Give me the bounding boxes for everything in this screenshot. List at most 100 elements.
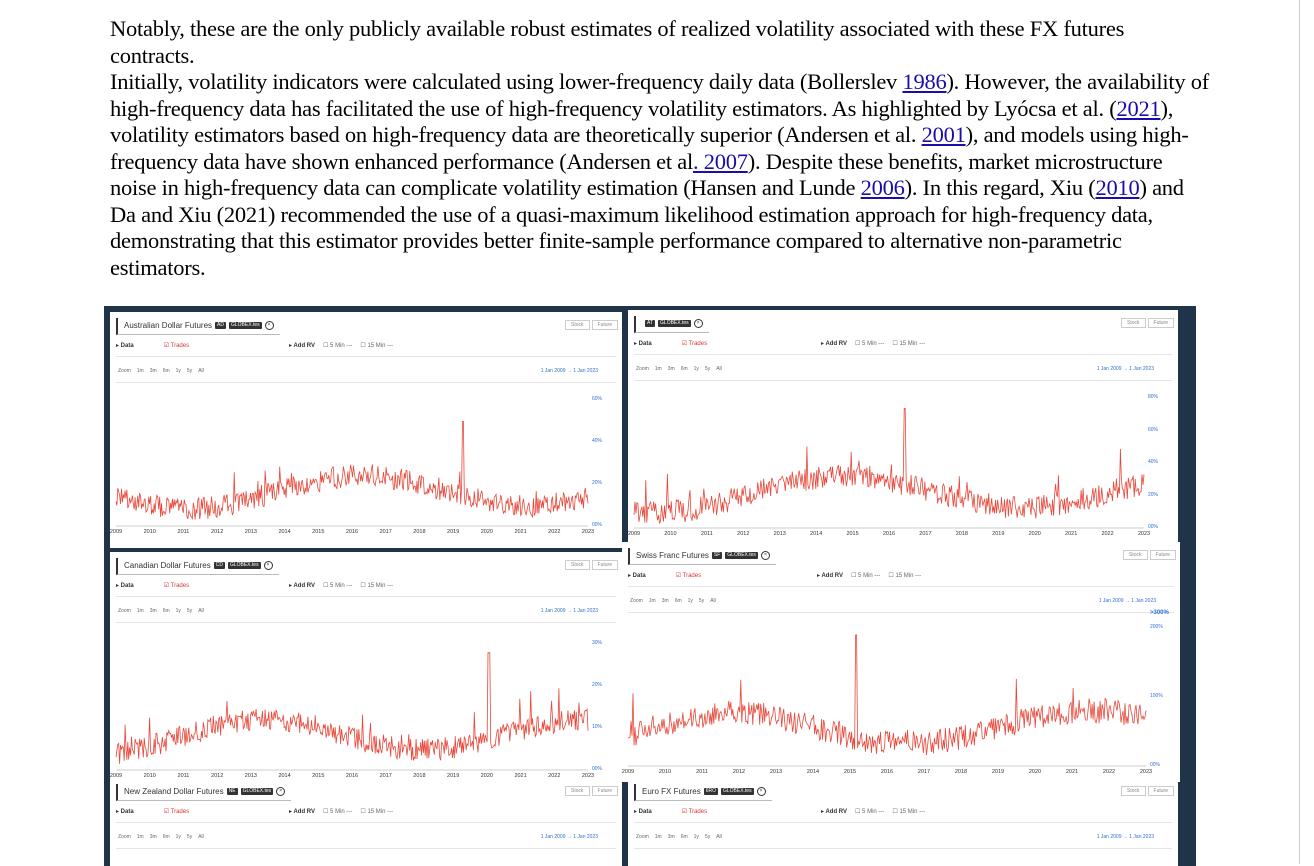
rv-5min-checkbox[interactable]: ☐ 5 Min ---	[323, 343, 353, 349]
date-range[interactable]: 1 Jan 2009 → 1 Jan 2023	[1098, 598, 1156, 604]
citation-link-2021[interactable]: 2021	[1116, 95, 1161, 121]
zoom-1y-button[interactable]: 1y	[175, 608, 181, 614]
trades-checkbox[interactable]: ☑ Trades	[163, 343, 190, 349]
date-range[interactable]: 1 Jan 2009 → 1 Jan 2023	[540, 368, 598, 374]
zoom-All-button[interactable]: All	[198, 834, 204, 840]
future-button[interactable]: Future	[591, 320, 618, 330]
stock-button[interactable]: Stock	[565, 786, 590, 796]
zoom-3m-button[interactable]: 3m	[149, 608, 157, 614]
rv-15min-checkbox[interactable]: ☐ 15 Min ---	[892, 809, 926, 815]
data-toggle[interactable]: ▸ Data	[634, 341, 652, 347]
rv-5min-checkbox[interactable]: ☐ 5 Min ---	[855, 341, 885, 347]
zoom-3m-button[interactable]: 3m	[149, 368, 157, 374]
trades-checkbox[interactable]: ☑ Trades	[163, 809, 190, 815]
future-button[interactable]: Future	[1149, 550, 1176, 560]
close-icon[interactable]: ×	[693, 319, 703, 329]
zoom-3m-button[interactable]: 3m	[149, 834, 157, 840]
zoom-6m-button[interactable]: 6m	[680, 366, 688, 372]
zoom-1y-button[interactable]: 1y	[175, 368, 181, 374]
scrollbar[interactable]	[1299, 0, 1314, 864]
zoom-6m-button[interactable]: 6m	[674, 598, 682, 604]
rv-15min-checkbox[interactable]: ☐ 15 Min ---	[360, 583, 394, 589]
zoom-1y-button[interactable]: 1y	[687, 598, 693, 604]
future-button[interactable]: Future	[591, 560, 618, 570]
zoom-All-button[interactable]: All	[710, 598, 716, 604]
zoom-3m-button[interactable]: 3m	[667, 834, 675, 840]
future-button[interactable]: Future	[1147, 318, 1174, 328]
zoom-All-button[interactable]: All	[716, 366, 722, 372]
trades-checkbox[interactable]: ☑ Trades	[681, 809, 708, 815]
zoom-1m-button[interactable]: 1m	[648, 598, 656, 604]
date-range[interactable]: 1 Jan 2009 → 1 Jan 2023	[1096, 834, 1154, 840]
close-icon[interactable]: ×	[276, 787, 286, 797]
chart-title: Euro FX Futures 6RO GLOBEX.tes ×	[634, 784, 772, 801]
date-range[interactable]: 1 Jan 2009 → 1 Jan 2023	[1096, 366, 1154, 372]
zoom-1m-button[interactable]: 1m	[136, 608, 144, 614]
citation-link-2001[interactable]: 2001	[921, 122, 966, 147]
zoom-1m-button[interactable]: 1m	[136, 834, 144, 840]
zoom-3m-button[interactable]: 3m	[661, 598, 669, 604]
rv-15min-checkbox[interactable]: ☐ 15 Min ---	[892, 341, 926, 347]
zoom-6m-button[interactable]: 6m	[162, 368, 170, 374]
zoom-5y-button[interactable]: 5y	[704, 834, 711, 840]
zoom-5y-button[interactable]: 5y	[186, 368, 193, 374]
zoom-6m-button[interactable]: 6m	[162, 608, 170, 614]
add-rv-toggle[interactable]: ▸ Add RV	[817, 573, 844, 579]
data-toggle[interactable]: ▸ Data	[628, 573, 646, 579]
zoom-1m-button[interactable]: 1m	[654, 366, 662, 372]
citation-link-2007[interactable]: . 2007	[692, 148, 748, 174]
stock-button[interactable]: Stock	[565, 560, 590, 570]
add-rv-toggle[interactable]: ▸ Add RV	[821, 809, 848, 815]
add-rv-toggle[interactable]: ▸ Add RV	[289, 343, 316, 349]
stock-button[interactable]: Stock	[565, 320, 590, 330]
zoom-5y-button[interactable]: 5y	[186, 834, 193, 840]
data-toggle[interactable]: ▸ Data	[116, 343, 134, 349]
close-icon[interactable]: ×	[760, 551, 770, 561]
trades-checkbox[interactable]: ☑ Trades	[163, 583, 190, 589]
zoom-1m-button[interactable]: 1m	[654, 834, 662, 840]
close-icon[interactable]: ×	[264, 321, 274, 331]
citation-link-2010[interactable]: 2010	[1095, 175, 1140, 200]
date-range[interactable]: 1 Jan 2009 → 1 Jan 2023	[540, 834, 598, 840]
zoom-5y-button[interactable]: 5y	[704, 366, 711, 372]
zoom-6m-button[interactable]: 6m	[162, 834, 170, 840]
data-toggle[interactable]: ▸ Data	[634, 809, 652, 815]
add-rv-toggle[interactable]: ▸ Add RV	[289, 809, 316, 815]
zoom-1y-button[interactable]: 1y	[693, 366, 699, 372]
rv-15min-checkbox[interactable]: ☐ 15 Min ---	[360, 809, 394, 815]
date-range[interactable]: 1 Jan 2009 → 1 Jan 2023	[540, 608, 598, 614]
zoom-5y-button[interactable]: 5y	[698, 598, 705, 604]
future-button[interactable]: Future	[1147, 786, 1174, 796]
stock-button[interactable]: Stock	[1121, 318, 1146, 328]
zoom-5y-button[interactable]: 5y	[186, 608, 193, 614]
zoom-All-button[interactable]: All	[716, 834, 722, 840]
rv-15min-checkbox[interactable]: ☐ 15 Min ---	[888, 573, 922, 579]
rv-5min-checkbox[interactable]: ☐ 5 Min ---	[855, 809, 885, 815]
stock-button[interactable]: Stock	[1123, 550, 1148, 560]
stock-button[interactable]: Stock	[1121, 786, 1146, 796]
zoom-1y-button[interactable]: 1y	[175, 834, 181, 840]
trades-checkbox[interactable]: ☑ Trades	[681, 341, 708, 347]
rv-5min-checkbox[interactable]: ☐ 5 Min ---	[323, 809, 353, 815]
close-icon[interactable]: ×	[263, 561, 273, 571]
zoom-1y-button[interactable]: 1y	[693, 834, 699, 840]
data-toggle[interactable]: ▸ Data	[116, 809, 134, 815]
close-icon[interactable]: ×	[756, 787, 766, 797]
rv-5min-checkbox[interactable]: ☐ 5 Min ---	[323, 583, 353, 589]
trades-checkbox[interactable]: ☑ Trades	[675, 573, 702, 579]
data-toggle[interactable]: ▸ Data	[116, 583, 134, 589]
citation-link-1986[interactable]: 1986	[902, 69, 947, 94]
asset-type-toggle: Stock Future	[563, 786, 618, 796]
add-rv-toggle[interactable]: ▸ Add RV	[821, 341, 848, 347]
zoom-All-button[interactable]: All	[198, 608, 204, 614]
future-button[interactable]: Future	[591, 786, 618, 796]
citation-link-2006[interactable]: 2006	[860, 175, 905, 200]
zoom-bar: Zoom 1m 3m 6m 1y 5y All	[118, 834, 210, 840]
add-rv-toggle[interactable]: ▸ Add RV	[289, 583, 316, 589]
rv-15min-checkbox[interactable]: ☐ 15 Min ---	[360, 343, 394, 349]
rv-5min-checkbox[interactable]: ☐ 5 Min ---	[851, 573, 881, 579]
zoom-1m-button[interactable]: 1m	[136, 368, 144, 374]
zoom-3m-button[interactable]: 3m	[667, 366, 675, 372]
zoom-All-button[interactable]: All	[198, 368, 204, 374]
zoom-6m-button[interactable]: 6m	[680, 834, 688, 840]
